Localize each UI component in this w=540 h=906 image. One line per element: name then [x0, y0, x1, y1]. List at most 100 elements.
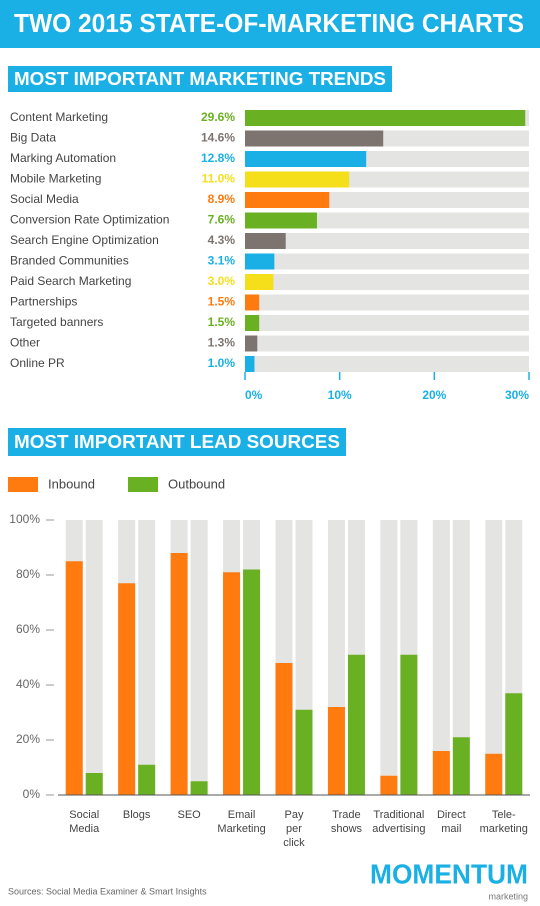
category-label: Online PR	[10, 356, 65, 370]
x-tick-label: 0%	[245, 388, 263, 402]
legend-label: Inbound	[48, 476, 95, 491]
y-tick-label: 20%	[16, 732, 40, 746]
bar	[245, 294, 260, 311]
category-label: Conversion Rate Optimization	[10, 213, 169, 227]
x-tick-label: Trade	[332, 809, 360, 821]
bar	[245, 233, 286, 249]
bar	[223, 572, 241, 795]
chart-title: MOST IMPORTANT LEAD SOURCES	[14, 432, 340, 452]
value-label: 1.3%	[208, 336, 236, 350]
category-label: Big Data	[10, 131, 56, 145]
value-label: 1.5%	[208, 295, 236, 309]
y-tick-label: 100%	[9, 512, 40, 526]
bar	[327, 707, 345, 795]
y-tick-label: 40%	[16, 677, 40, 691]
bar-track	[452, 520, 470, 795]
legend-swatch	[8, 477, 38, 492]
bar	[190, 781, 208, 795]
bar	[347, 654, 365, 795]
bar	[380, 775, 398, 795]
y-tick-label: 60%	[16, 622, 40, 636]
x-tick-label: 20%	[422, 388, 446, 402]
bar	[245, 335, 258, 352]
bar-track	[85, 520, 103, 795]
category-label: Search Engine Optimization	[10, 233, 159, 247]
bar	[275, 663, 293, 795]
x-tick-label: per	[286, 823, 302, 835]
value-label: 8.9%	[208, 192, 236, 206]
logo: MOMENTUM	[370, 858, 528, 889]
category-label: Other	[10, 336, 40, 350]
bar-track	[432, 520, 450, 795]
bar	[432, 751, 450, 795]
value-label: 7.6%	[208, 213, 236, 227]
x-tick-label: advertising	[372, 823, 425, 835]
bar	[245, 212, 317, 229]
value-label: 3.1%	[208, 254, 236, 268]
bar	[65, 561, 83, 795]
value-label: 1.0%	[208, 356, 236, 370]
x-tick-label: 10%	[328, 388, 352, 402]
bar-track	[245, 356, 529, 372]
x-tick-label: Email	[228, 809, 256, 821]
bar-track	[245, 335, 529, 352]
bar	[245, 253, 275, 270]
bar	[245, 356, 255, 372]
source-note: Sources: Social Media Examiner & Smart I…	[8, 886, 207, 896]
x-tick-label: Tele-	[492, 809, 516, 821]
x-tick-label: Direct	[437, 809, 466, 821]
bar-track	[245, 253, 529, 270]
bar	[170, 553, 188, 795]
value-label: 4.3%	[208, 233, 236, 247]
value-label: 14.6%	[201, 131, 235, 145]
x-tick-label: Media	[69, 823, 100, 835]
y-tick-label: 80%	[16, 567, 40, 581]
category-label: Targeted banners	[10, 315, 103, 329]
value-label: 29.6%	[201, 110, 235, 124]
bar	[245, 171, 350, 188]
bar-track	[485, 520, 503, 795]
category-label: Social Media	[10, 192, 79, 206]
value-label: 1.5%	[208, 315, 236, 329]
bar	[485, 753, 503, 795]
y-tick-label: 0%	[23, 787, 41, 801]
bar-track	[138, 520, 156, 795]
legend-label: Outbound	[168, 476, 225, 491]
category-label: Branded Communities	[10, 254, 129, 268]
bar	[245, 315, 260, 331]
value-label: 3.0%	[208, 274, 236, 288]
legend-swatch	[128, 477, 158, 492]
bar-track	[245, 294, 529, 311]
title-banner	[0, 0, 540, 48]
chart-title: MOST IMPORTANT MARKETING TRENDS	[14, 69, 386, 89]
x-tick-label: 30%	[505, 388, 529, 402]
bar-track	[380, 520, 398, 795]
logo-tagline: marketing	[488, 891, 528, 901]
value-label: 11.0%	[202, 172, 236, 186]
page-title: TWO 2015 STATE-OF-MARKETING CHARTS	[14, 8, 524, 38]
bar-track	[245, 233, 529, 249]
value-label: 12.8%	[201, 151, 235, 165]
bar	[245, 274, 274, 290]
category-label: Mobile Marketing	[10, 172, 101, 186]
category-label: Partnerships	[10, 295, 77, 309]
bar	[452, 737, 470, 795]
category-label: Paid Search Marketing	[10, 274, 131, 288]
x-tick-label: shows	[331, 823, 363, 835]
x-tick-label: Marketing	[217, 823, 265, 835]
bar-track	[190, 520, 208, 795]
section-banner	[8, 66, 392, 92]
x-tick-label: mail	[441, 823, 461, 835]
x-tick-label: marketing	[480, 823, 528, 835]
bar	[245, 151, 367, 167]
bar	[245, 130, 384, 147]
x-tick-label: Traditional	[373, 809, 424, 821]
bar-track	[245, 315, 529, 331]
category-label: Content Marketing	[10, 110, 108, 124]
bar	[138, 764, 156, 795]
bar	[243, 569, 261, 795]
category-label: Marking Automation	[10, 151, 116, 165]
bar	[85, 773, 103, 795]
x-tick-label: click	[283, 837, 305, 849]
x-tick-label: Social	[69, 809, 99, 821]
